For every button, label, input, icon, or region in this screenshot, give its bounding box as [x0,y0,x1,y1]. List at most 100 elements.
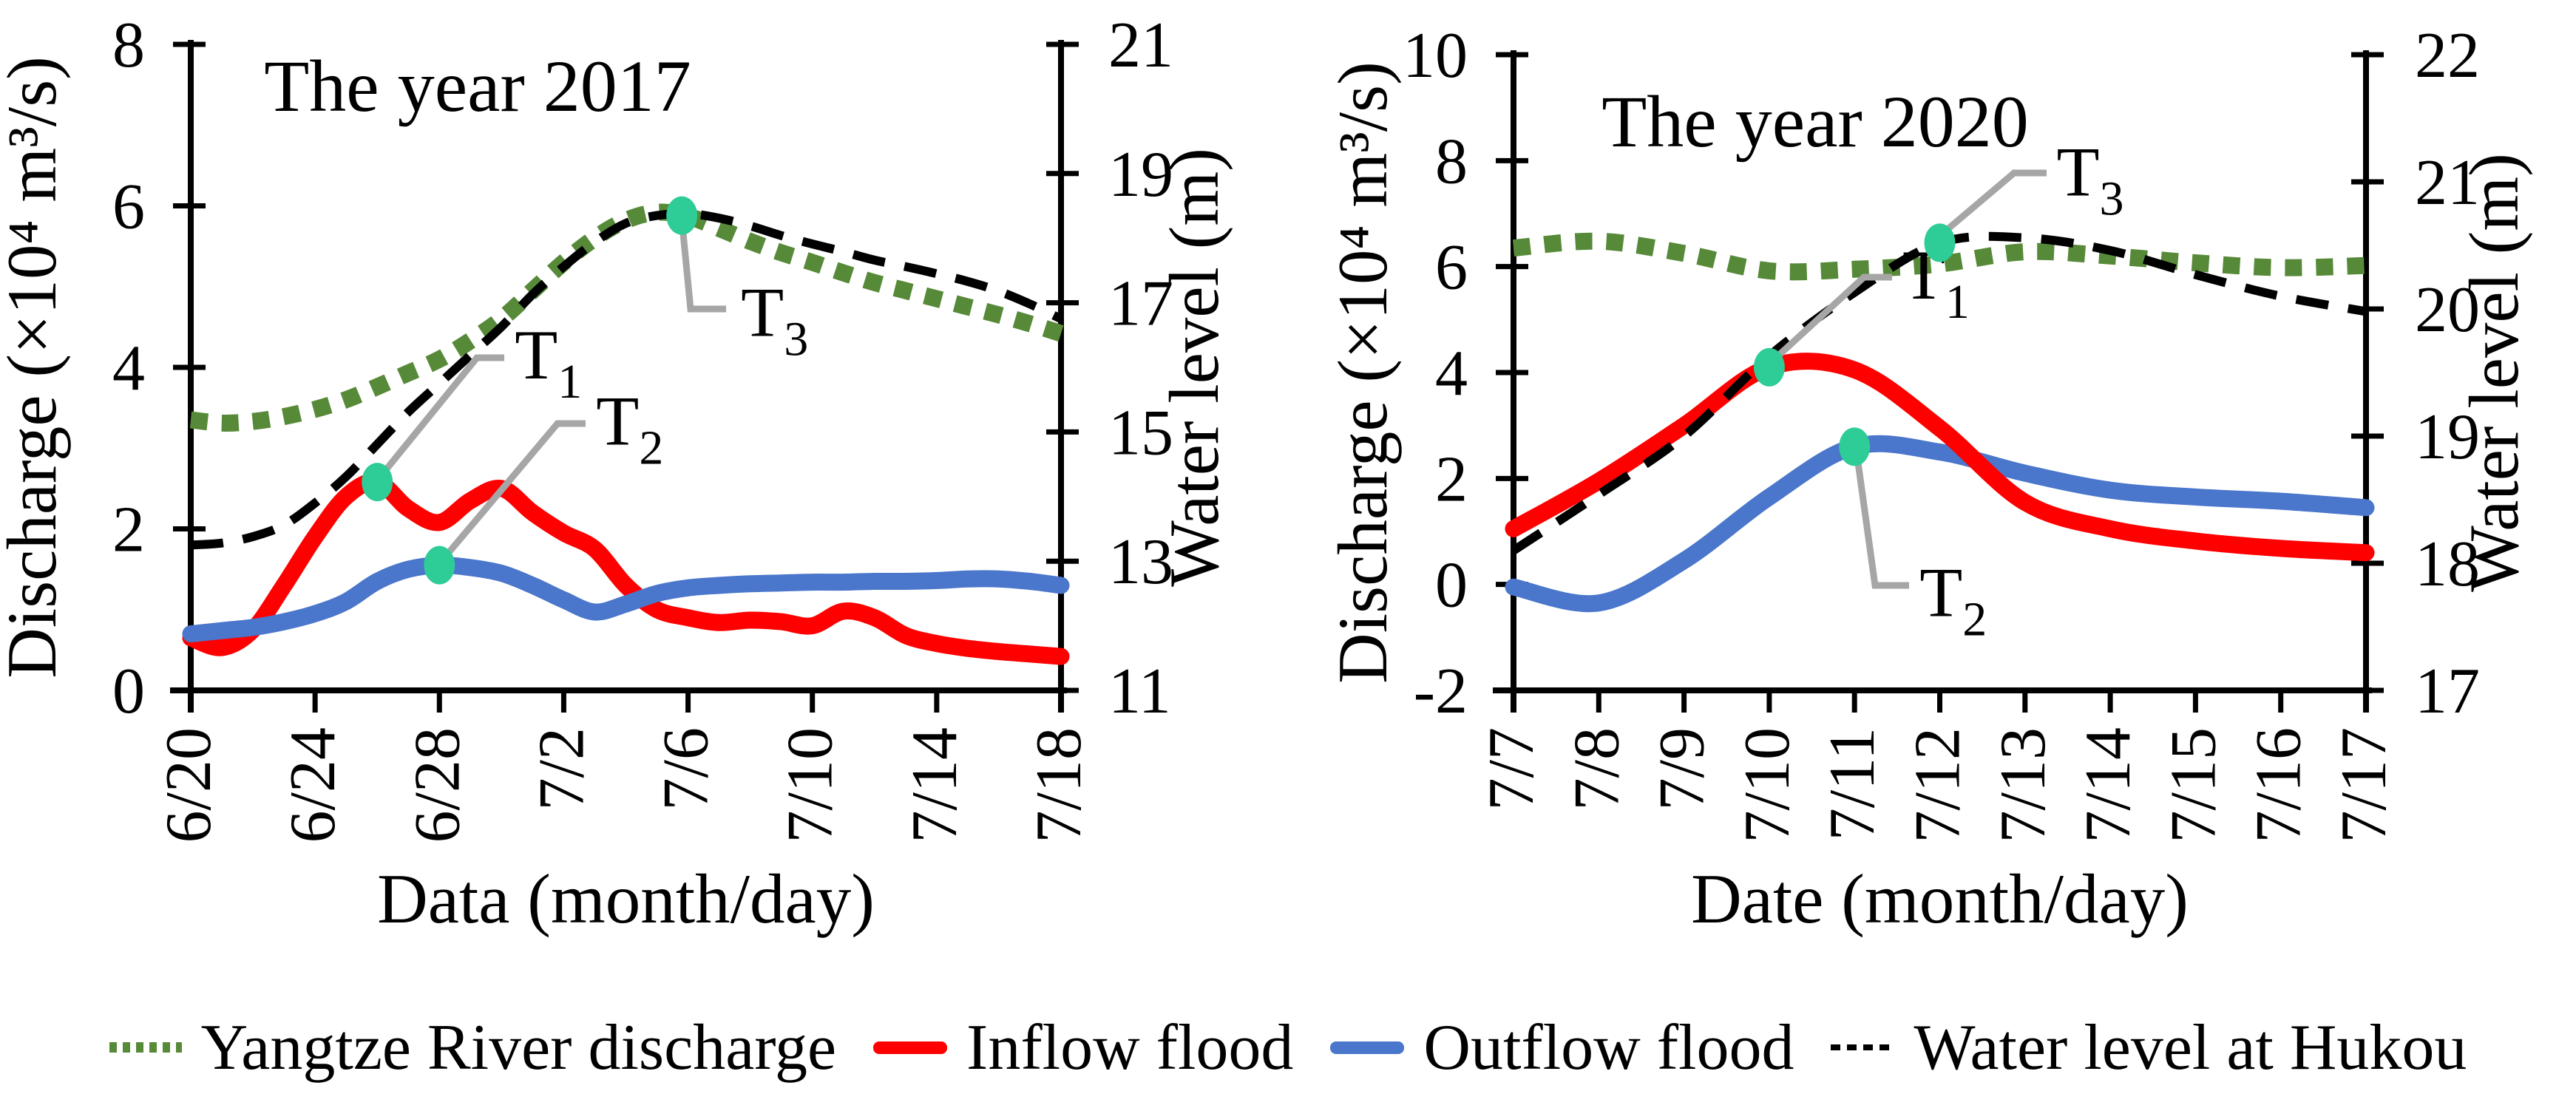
annotation-leader-line [382,354,504,474]
x-tick-label: 7/14 [2072,727,2144,843]
y-right-tick-label: 18 [2415,528,2480,600]
x-tick-label: 7/16 [2243,727,2315,843]
y-right-tick-label: 21 [1108,10,1173,81]
annotation-leader-line [679,233,726,313]
annotation-leader-line [444,420,586,557]
annotation-label-t2: T2 [1919,553,1987,646]
series-outflow-flood [1505,435,2375,613]
tick-marks-2017 [173,41,1079,713]
timing-marker-t1 [1753,347,1785,387]
y-axis-right-title: Water level (m) [1155,148,1233,587]
legend-item-water-level-at-hukou: Water level at Hukou [1831,1010,2467,1085]
y-right-tick-label: 22 [2415,20,2480,92]
y-axis-left-title: Discharge (×10⁴ m³/s) [1323,61,1402,684]
green-dotted-line-swatch-icon [109,1042,182,1053]
timing-marker-t1 [362,463,393,502]
y-axis-left-title: Discharge (×10⁴ m³/s) [0,56,71,679]
axes-2017 [170,40,1067,713]
y-right-tick-label: 13 [1108,526,1173,598]
legend-item-yangtze-river-discharge: Yangtze River discharge [109,1010,836,1085]
series-water-level-at-hukou [1511,231,2367,554]
legend-item-outflow-flood: Outflow flood [1330,1010,1794,1085]
x-tick-label: 7/14 [899,727,971,843]
annotation-subscript: 2 [1962,592,1987,646]
y-axis-right-title: Water level (m) [2455,153,2533,592]
y-right-tick-label: 20 [2415,274,2480,346]
y-right-tick-label: 17 [1108,268,1173,340]
y-left-tick-label: -2 [1414,656,1468,727]
x-tick-label: 7/15 [2158,727,2229,843]
y-left-tick-label: 4 [112,333,145,404]
x-tick-label: 7/7 [1476,727,1548,810]
x-tick-label: 6/20 [153,727,225,843]
series-outflow-flood [182,557,1070,643]
legend-label: Inflow flood [966,1011,1294,1084]
x-tick-label: 7/13 [1987,727,2059,843]
x-tick-label: 7/9 [1647,727,1718,810]
annotation-leader-line [1774,273,1892,360]
x-tick-label: 6/28 [401,727,473,843]
annotation-subscript: 3 [2100,171,2124,225]
x-tick-label: 7/12 [1902,727,1974,843]
y-right-tick-label: 11 [1108,656,1171,727]
y-left-tick-label: 8 [1435,126,1468,197]
y-left-tick-label: 6 [1435,232,1468,304]
annotation-label-t2: T2 [596,382,663,475]
legend-label: Water level at Hukou [1914,1011,2467,1084]
x-tick-label: 7/18 [1023,727,1095,843]
timing-marker-t2 [424,545,455,585]
series-inflow-flood [1505,353,2375,562]
x-tick-label: 7/11 [1817,727,1888,840]
x-tick-label: 7/10 [775,727,847,843]
y-left-tick-label: 10 [1403,20,1468,92]
timing-marker-t3 [666,196,698,235]
y-left-tick-label: 8 [112,10,145,81]
y-left-tick-label: 4 [1435,338,1468,409]
x-axis-title: Data (month/day) [377,860,875,938]
x-tick-label: 7/6 [651,727,722,810]
series-water-level-at-hukou [190,208,1063,550]
annotation-label-t3: T3 [741,273,808,367]
y-right-tick-label: 15 [1108,397,1173,469]
y-left-tick-label: 6 [112,171,145,243]
series-inflow-flood [182,473,1070,665]
blue-solid-line-swatch-icon [1330,1041,1405,1054]
annotation-leader-line [1854,462,1909,589]
y-right-tick-label: 21 [2415,147,2480,219]
legend-item-inflow-flood: Inflow flood [873,1010,1293,1085]
y-left-tick-label: 0 [112,656,145,727]
tick-marks-2020 [1496,52,2384,713]
x-tick-label: 6/24 [277,727,349,843]
annotation-label-t1: T1 [515,316,582,409]
timing-marker-t2 [1839,427,1871,466]
panel-title: The year 2020 [1601,81,2029,163]
legend-label: Yangtze River discharge [200,1011,837,1084]
legend-label: Outflow flood [1423,1011,1794,1084]
legend: Yangtze River discharge Inflow flood Outfl… [0,999,2576,1095]
annotation-subscript: 1 [1945,275,1970,329]
annotation-subscript: 2 [639,421,663,475]
annotation-leader-line [1945,169,2047,233]
y-right-tick-label: 17 [2415,656,2480,727]
black-dashed-line-swatch-icon [1831,1044,1895,1050]
x-tick-label: 7/17 [2328,727,2400,843]
x-tick-label: 7/10 [1732,727,1803,843]
panel-title: The year 2017 [264,45,691,127]
y-left-tick-label: 0 [1435,550,1468,622]
y-right-tick-label: 19 [1108,139,1173,211]
x-tick-label: 7/8 [1561,727,1633,810]
timing-marker-t3 [1924,223,1956,262]
y-left-tick-label: 2 [112,494,145,566]
annotation-label-t3: T3 [2057,132,2124,225]
annotation-subscript: 1 [557,355,582,409]
y-left-tick-label: 2 [1435,443,1468,515]
annotation-subscript: 3 [784,313,808,367]
y-right-tick-label: 19 [2415,401,2480,473]
x-tick-label: 7/2 [526,727,597,810]
